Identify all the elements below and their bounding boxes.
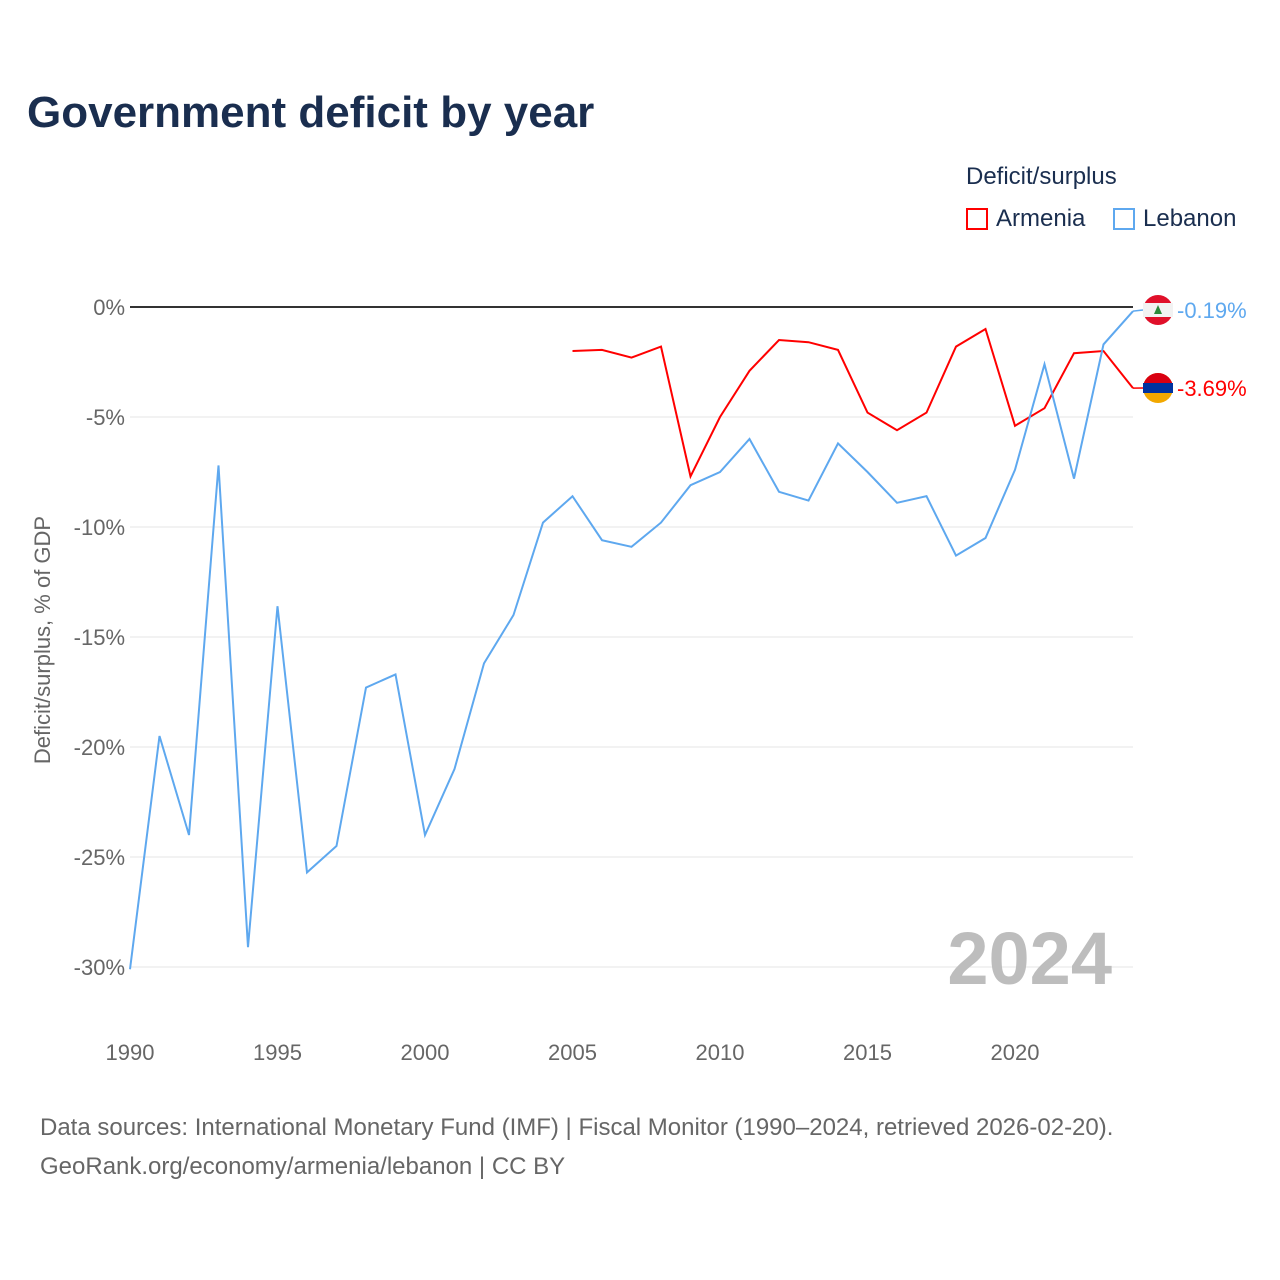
series-line-lebanon	[129, 310, 1134, 970]
source-line-1: Data sources: International Monetary Fun…	[40, 1114, 1114, 1141]
chart-title: Government deficit by year	[27, 88, 595, 137]
armenia-flag-icon	[1143, 383, 1173, 393]
legend-item-lebanon[interactable]: Lebanon	[1113, 205, 1236, 233]
legend-title: Deficit/surplus	[966, 163, 1117, 190]
y-axis-label: Deficit/surplus, % of GDP	[30, 516, 55, 764]
x-tick-label: 2015	[843, 1040, 892, 1065]
legend-label-armenia: Armenia	[996, 205, 1086, 232]
y-tick-label: -10%	[74, 515, 125, 540]
cedar-icon	[1154, 305, 1162, 314]
year-watermark: 2024	[947, 917, 1112, 1000]
legend-swatch-armenia	[966, 208, 988, 230]
y-tick-label: -30%	[74, 955, 125, 980]
x-tick-label: 2020	[991, 1040, 1040, 1065]
source-line-2: GeoRank.org/economy/armenia/lebanon | CC…	[40, 1153, 566, 1180]
end-value-label-lebanon: -0.19%	[1177, 298, 1247, 323]
source-note: Data sources: International Monetary Fun…	[40, 1108, 1113, 1186]
legend-swatch-lebanon	[1113, 208, 1135, 230]
series-line-armenia	[572, 327, 1134, 480]
legend-label-lebanon: Lebanon	[1143, 205, 1237, 232]
x-tick-label: 1995	[253, 1040, 302, 1065]
y-tick-label: -25%	[74, 845, 125, 870]
x-tick-label: 2010	[696, 1040, 745, 1065]
y-tick-label: 0%	[93, 295, 125, 320]
y-tick-label: -20%	[74, 735, 125, 760]
y-tick-label: -5%	[86, 405, 125, 430]
x-tick-label: 2005	[548, 1040, 597, 1065]
end-connector	[1132, 309, 1144, 312]
end-value-label-armenia: -3.69%	[1177, 376, 1247, 401]
x-tick-label: 1990	[106, 1040, 155, 1065]
legend-item-armenia[interactable]: Armenia	[966, 205, 1085, 233]
x-tick-label: 2000	[401, 1040, 450, 1065]
y-tick-label: -15%	[74, 625, 125, 650]
